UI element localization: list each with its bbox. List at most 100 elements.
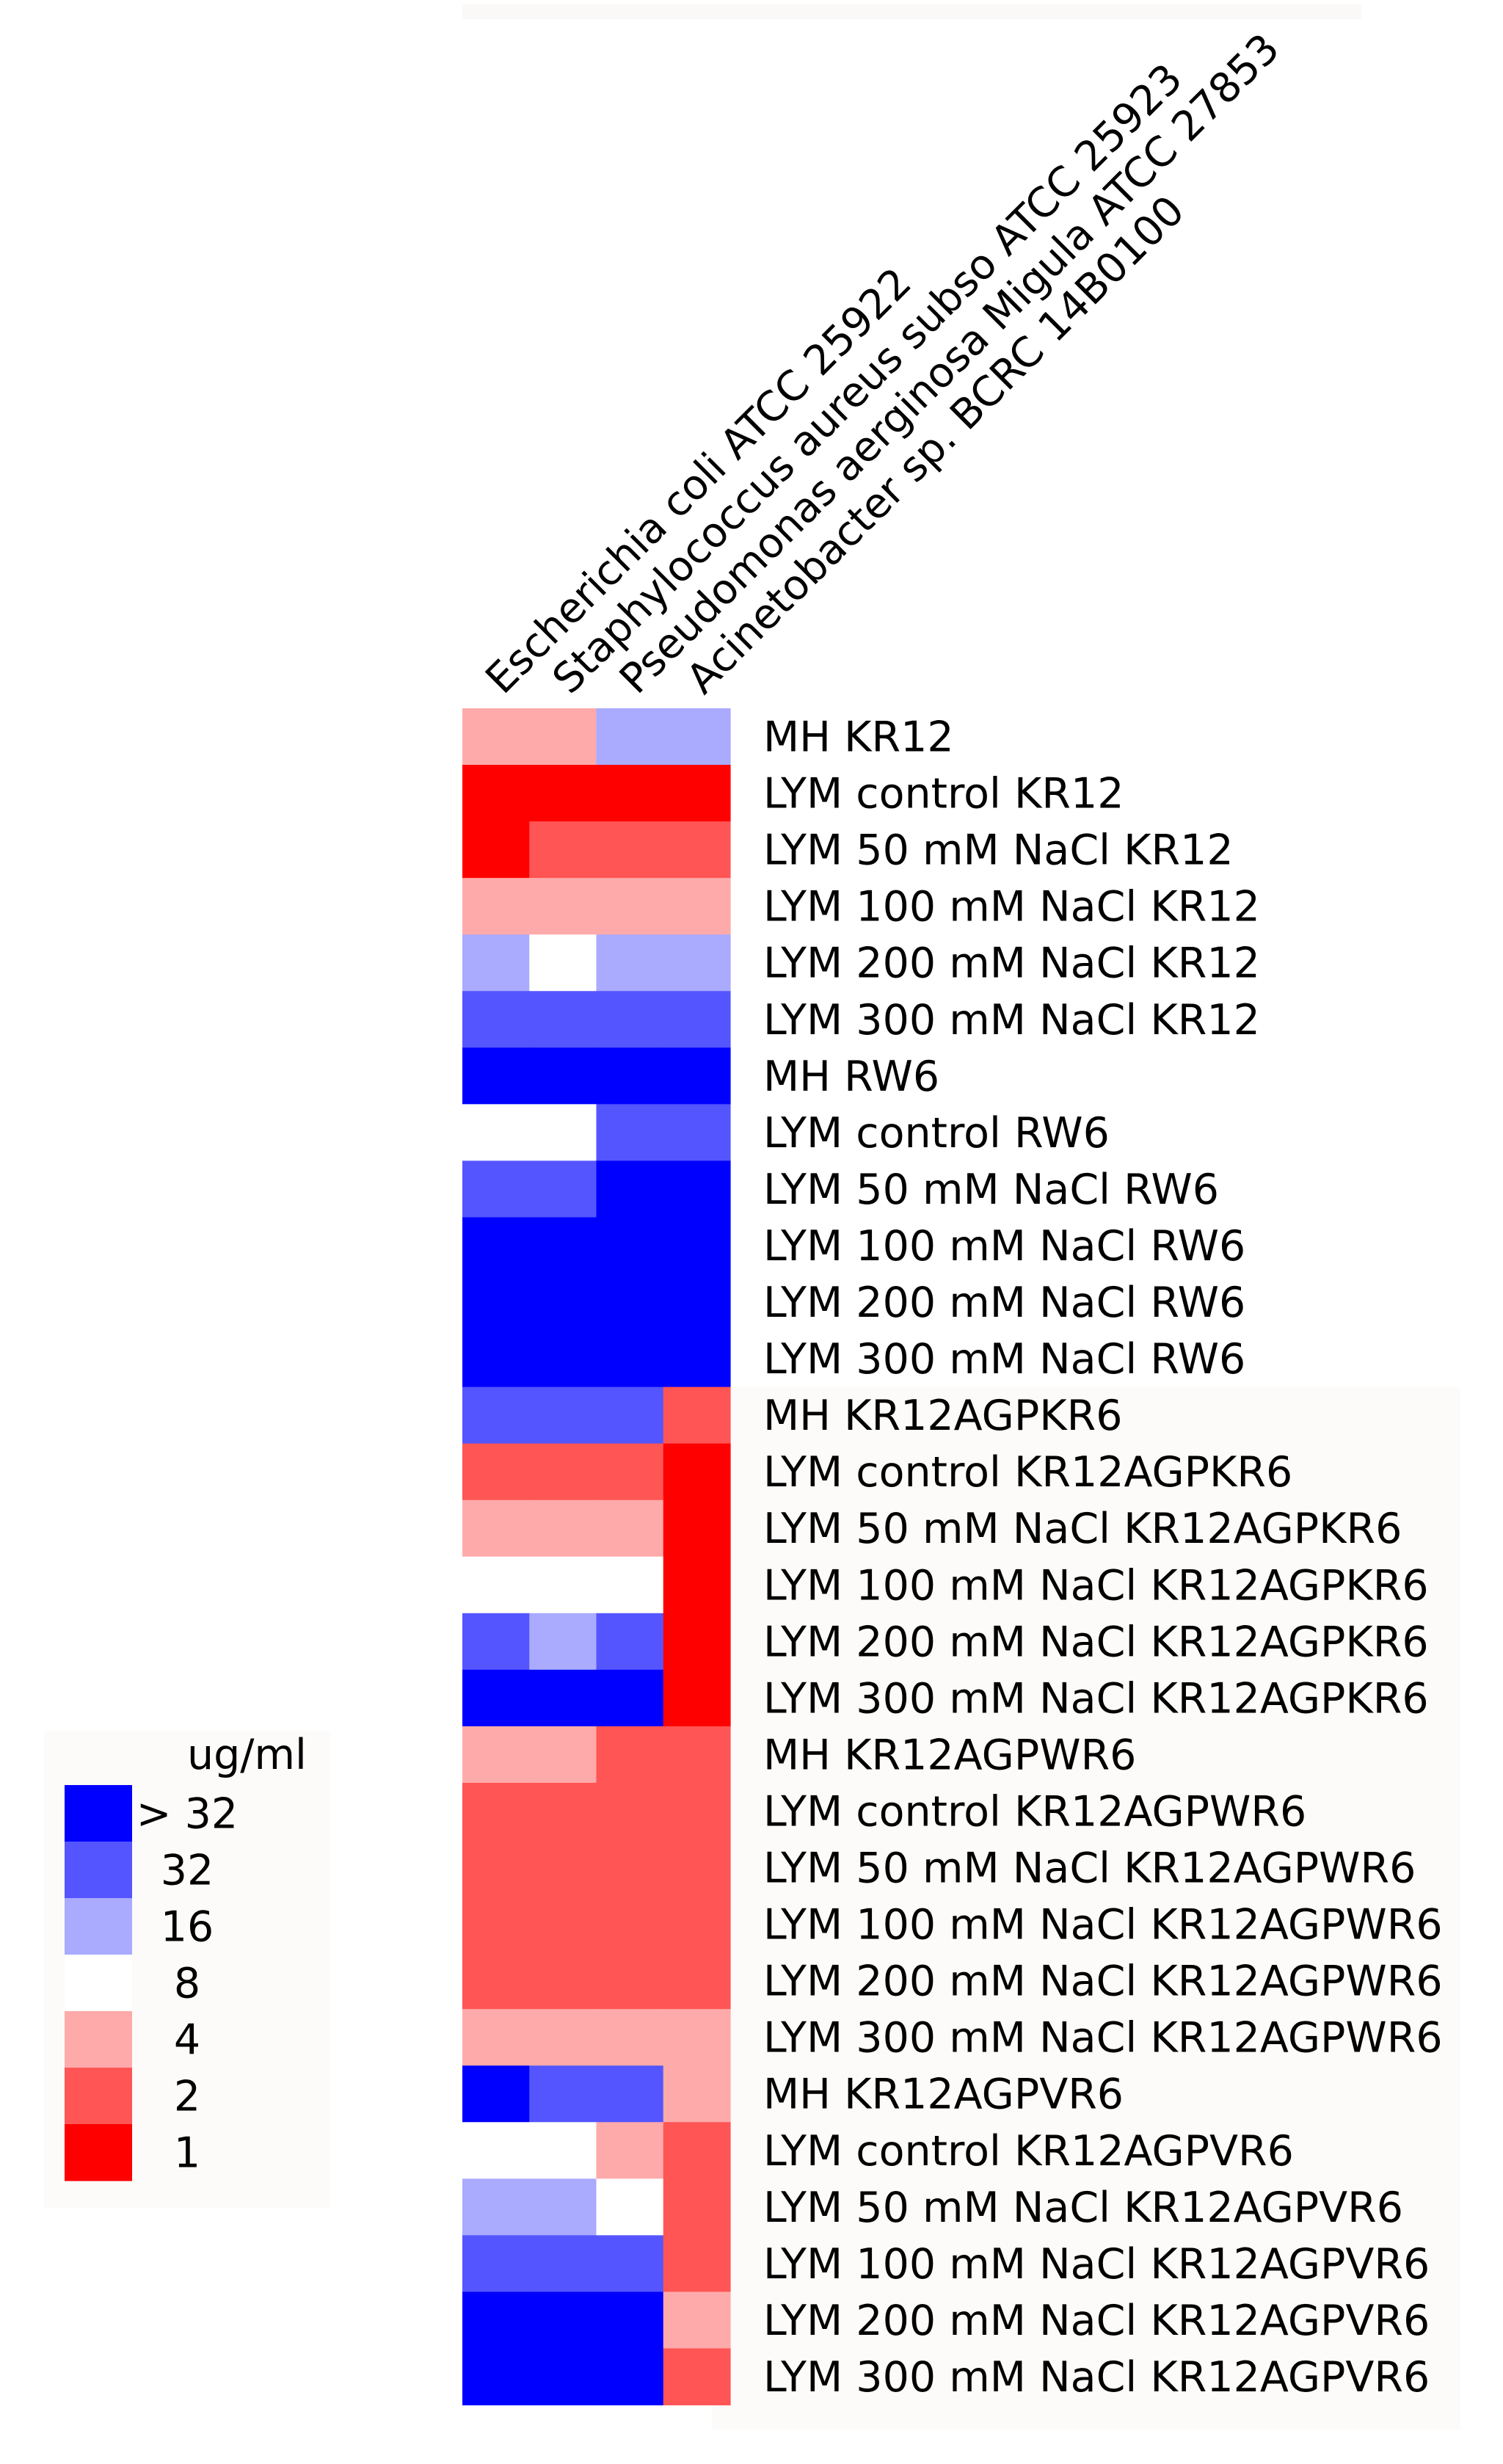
row-label: LYM 300 mM NaCl RW6 xyxy=(763,1335,1245,1384)
heatmap-cell xyxy=(596,2065,664,2123)
heatmap-cell xyxy=(663,1782,731,1840)
heatmap-cell xyxy=(663,2009,731,2066)
row-label: LYM control KR12AGPKR6 xyxy=(763,1448,1292,1497)
heatmap-cell xyxy=(462,1500,530,1558)
row-label: LYM 200 mM NaCl KR12AGPWR6 xyxy=(763,1958,1443,2006)
legend-label: 16 xyxy=(161,1903,214,1952)
column-labels: Escherichia coli ATCC 25922Staphylococcu… xyxy=(477,25,1289,703)
heatmap-cell xyxy=(663,2178,731,2236)
row-label: LYM control KR12 xyxy=(763,770,1124,818)
heatmap-cell xyxy=(529,2348,597,2406)
row-label: MH KR12AGPVR6 xyxy=(763,2071,1124,2119)
heatmap-cell xyxy=(462,1613,530,1671)
heatmap-cell xyxy=(462,1160,530,1218)
heatmap-cell xyxy=(596,1782,664,1840)
heatmap-cell xyxy=(529,1047,597,1105)
label-panel xyxy=(712,1387,1460,2430)
heatmap-cell xyxy=(529,1104,597,1161)
legend-swatch xyxy=(65,1842,132,1899)
heatmap-cell xyxy=(596,1896,664,1953)
heatmap-cell xyxy=(596,1500,664,1558)
heatmap-cell xyxy=(663,1556,731,1614)
heatmap-cell xyxy=(663,1839,731,1897)
heatmap-cell xyxy=(462,1839,530,1897)
heatmap-cell xyxy=(529,2235,597,2292)
heatmap-cell xyxy=(596,1556,664,1614)
heatmap-cell xyxy=(663,765,731,822)
heatmap-cell xyxy=(529,1273,597,1331)
heatmap-cell xyxy=(462,2122,530,2179)
heatmap-cell xyxy=(663,2235,731,2292)
row-label: LYM 300 mM NaCl KR12 xyxy=(763,996,1260,1044)
heatmap-cell xyxy=(529,991,597,1048)
row-label: LYM 300 mM NaCl KR12AGPKR6 xyxy=(763,1674,1429,1723)
legend-swatch xyxy=(65,2011,132,2068)
heatmap-cell xyxy=(663,1273,731,1331)
heatmap-cell xyxy=(462,821,530,879)
row-label: LYM 200 mM NaCl KR12AGPKR6 xyxy=(763,1618,1429,1666)
heatmap-cell xyxy=(663,1160,731,1218)
heatmap-cell xyxy=(529,2009,597,2066)
heatmap-cell xyxy=(663,708,731,766)
row-label: LYM 200 mM NaCl KR12 xyxy=(763,940,1260,988)
heatmap-cell xyxy=(529,934,597,992)
legend-title: ug/ml xyxy=(187,1731,307,1779)
heatmap-cell xyxy=(529,1839,597,1897)
row-label: LYM control KR12AGPVR6 xyxy=(763,2127,1294,2176)
heatmap-cell xyxy=(529,1500,597,1558)
heatmap-cell xyxy=(462,1104,530,1161)
heatmap-cell xyxy=(529,2178,597,2236)
heatmap-cell xyxy=(663,2292,731,2349)
heatmap-cell xyxy=(529,1330,597,1388)
heatmap-cell xyxy=(462,1669,530,1727)
row-label: LYM 200 mM NaCl RW6 xyxy=(763,1279,1245,1327)
heatmap-cell xyxy=(529,1556,597,1614)
row-label: LYM 50 mM NaCl KR12 xyxy=(763,826,1234,875)
row-label: LYM 50 mM NaCl KR12AGPVR6 xyxy=(763,2184,1403,2232)
row-label: MH KR12AGPKR6 xyxy=(763,1392,1122,1440)
heatmap-cell xyxy=(462,2178,530,2236)
legend-label: 4 xyxy=(174,2016,200,2065)
row-label: LYM 50 mM NaCl KR12AGPWR6 xyxy=(763,1845,1416,1893)
heatmap-cell xyxy=(529,1669,597,1727)
heatmap-cell xyxy=(462,1896,530,1953)
legend-label: > 32 xyxy=(137,1790,238,1839)
heatmap-cell xyxy=(529,2122,597,2179)
legend-label: 8 xyxy=(174,1960,200,2008)
heatmap-cell xyxy=(529,1613,597,1671)
heatmap-cell xyxy=(663,878,731,935)
heatmap-cell xyxy=(462,2065,530,2123)
row-label: LYM 300 mM NaCl KR12AGPWR6 xyxy=(763,2014,1443,2063)
legend-swatch xyxy=(65,2068,132,2125)
row-label: LYM 100 mM NaCl RW6 xyxy=(763,1222,1245,1271)
heatmap-cell xyxy=(596,934,664,992)
heatmap-cell xyxy=(462,1443,530,1501)
row-label: LYM 100 mM NaCl KR12AGPVR6 xyxy=(763,2240,1430,2289)
row-label: MH KR12AGPWR6 xyxy=(763,1731,1136,1779)
heatmap-cell xyxy=(529,2292,597,2349)
row-label: LYM control RW6 xyxy=(763,1109,1110,1158)
heatmap-cell xyxy=(596,1839,664,1897)
legend-swatch xyxy=(65,1955,132,2012)
heatmap-cell xyxy=(663,1217,731,1275)
heatmap-cell xyxy=(462,2348,530,2406)
row-label: MH KR12 xyxy=(763,713,954,762)
heatmap-cell xyxy=(663,1613,731,1671)
heatmap-cell xyxy=(596,2292,664,2349)
heatmap-cell xyxy=(596,991,664,1048)
legend-label: 1 xyxy=(174,2129,200,2178)
row-labels: MH KR12 LYM control KR12 LYM 50 mM NaCl KR… xyxy=(763,713,1443,2402)
heatmap-cell xyxy=(663,1726,731,1784)
legend-swatch xyxy=(65,1785,132,1842)
heatmap-cell xyxy=(462,765,530,822)
heatmap-cell xyxy=(663,1387,731,1444)
legend-label: 2 xyxy=(174,2073,200,2121)
heatmap-cell xyxy=(462,2009,530,2066)
legend-swatch xyxy=(65,2124,132,2181)
heatmap-cell xyxy=(663,1896,731,1953)
heatmap-cell xyxy=(529,878,597,935)
heatmap-cell xyxy=(663,991,731,1048)
heatmap-cell xyxy=(462,1387,530,1444)
row-label: LYM 50 mM NaCl RW6 xyxy=(763,1166,1219,1214)
row-label: MH RW6 xyxy=(763,1053,939,1101)
